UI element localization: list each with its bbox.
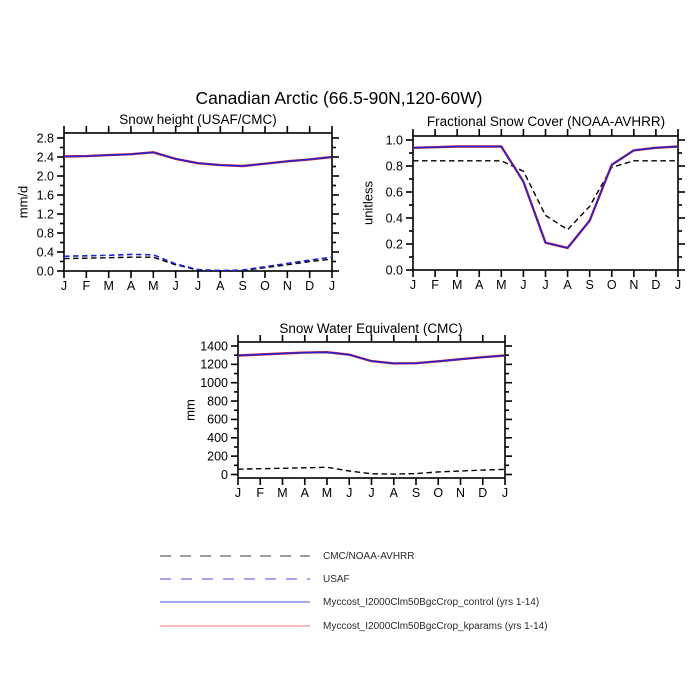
svg-text:0.0: 0.0 (386, 263, 403, 277)
svg-text:J: J (368, 486, 374, 500)
svg-text:0: 0 (221, 468, 228, 482)
svg-text:M: M (277, 486, 287, 500)
svg-text:J: J (195, 279, 201, 293)
svg-text:J: J (235, 486, 241, 500)
svg-text:J: J (675, 278, 681, 292)
plot-fractional-snow-cover: 0.00.20.40.60.81.0J F M A M J J A S O N D J (386, 129, 685, 292)
legend-item-kparams: Myccost_I2000Clm50BgcCrop_kparams (yrs 1… (160, 619, 548, 633)
svg-text:M: M (452, 278, 462, 292)
svg-text:A: A (390, 486, 399, 500)
svg-text:D: D (305, 279, 314, 293)
svg-text:2.8: 2.8 (37, 131, 54, 145)
svg-text:J: J (520, 278, 526, 292)
svg-text:600: 600 (207, 413, 228, 427)
svg-text:S: S (412, 486, 420, 500)
svg-text:2.4: 2.4 (37, 150, 54, 164)
legend-line-swatch (160, 601, 310, 603)
legend-label: Myccost_I2000Clm50BgcCrop_control (yrs 1… (323, 596, 540, 608)
svg-text:A: A (475, 278, 484, 292)
svg-text:2.0: 2.0 (37, 169, 54, 183)
svg-text:1.2: 1.2 (37, 207, 54, 221)
svg-text:A: A (216, 279, 225, 293)
svg-text:J: J (346, 486, 352, 500)
svg-text:M: M (148, 279, 158, 293)
svg-text:A: A (127, 279, 136, 293)
svg-text:J: J (329, 279, 335, 293)
svg-text:A: A (563, 278, 572, 292)
svg-text:F: F (83, 279, 91, 293)
plot3-title: Snow Water Equivalent (CMC) (279, 321, 463, 336)
svg-text:M: M (103, 279, 113, 293)
svg-text:J: J (542, 278, 548, 292)
svg-text:0.6: 0.6 (386, 185, 403, 199)
svg-text:800: 800 (207, 394, 228, 408)
svg-text:J: J (502, 486, 508, 500)
svg-text:D: D (651, 278, 660, 292)
svg-text:1.6: 1.6 (37, 188, 54, 202)
svg-text:0.4: 0.4 (37, 245, 54, 259)
svg-text:0.8: 0.8 (37, 226, 54, 240)
svg-text:0.4: 0.4 (386, 211, 403, 225)
svg-text:1.0: 1.0 (386, 133, 403, 147)
legend-label: CMC/NOAA-AVHRR (323, 550, 415, 562)
svg-text:N: N (629, 278, 638, 292)
svg-text:400: 400 (207, 431, 228, 445)
svg-text:1400: 1400 (200, 339, 228, 353)
legend-line-swatch (160, 578, 310, 580)
svg-text:1200: 1200 (200, 358, 228, 372)
svg-text:J: J (61, 279, 67, 293)
plot-snow-height: 0.00.40.81.21.62.02.42.8J F M A M J J A S O N D J (37, 126, 339, 293)
legend-item-control: Myccost_I2000Clm50BgcCrop_control (yrs 1… (160, 595, 539, 609)
svg-text:N: N (456, 486, 465, 500)
svg-text:1000: 1000 (200, 376, 228, 390)
svg-text:O: O (607, 278, 617, 292)
svg-text:M: M (496, 278, 506, 292)
svg-text:F: F (431, 278, 439, 292)
svg-text:200: 200 (207, 449, 228, 463)
svg-text:J: J (410, 278, 416, 292)
svg-text:F: F (256, 486, 264, 500)
svg-text:J: J (173, 279, 179, 293)
svg-text:D: D (478, 486, 487, 500)
legend-label: USAF (323, 573, 350, 585)
svg-text:0.2: 0.2 (386, 237, 403, 251)
svg-text:0.8: 0.8 (386, 159, 403, 173)
svg-text:N: N (283, 279, 292, 293)
svg-text:S: S (585, 278, 593, 292)
legend-label: Myccost_I2000Clm50BgcCrop_kparams (yrs 1… (323, 620, 548, 632)
legend-item-cmc-noaa-avhrr: CMC/NOAA-AVHRR (160, 549, 414, 563)
plot1-title: Snow height (USAF/CMC) (119, 112, 277, 127)
svg-text:O: O (260, 279, 270, 293)
figure-title: Canadian Arctic (66.5-90N,120-60W) (195, 88, 483, 108)
svg-text:S: S (238, 279, 246, 293)
svg-text:M: M (322, 486, 332, 500)
svg-text:A: A (301, 486, 310, 500)
svg-text:0.0: 0.0 (37, 264, 54, 278)
plot2-title: Fractional Snow Cover (NOAA-AVHRR) (426, 114, 666, 129)
legend-line-swatch (160, 625, 310, 627)
svg-text:O: O (433, 486, 443, 500)
legend-item-usaf: USAF (160, 572, 350, 586)
legend-line-swatch (160, 555, 310, 557)
